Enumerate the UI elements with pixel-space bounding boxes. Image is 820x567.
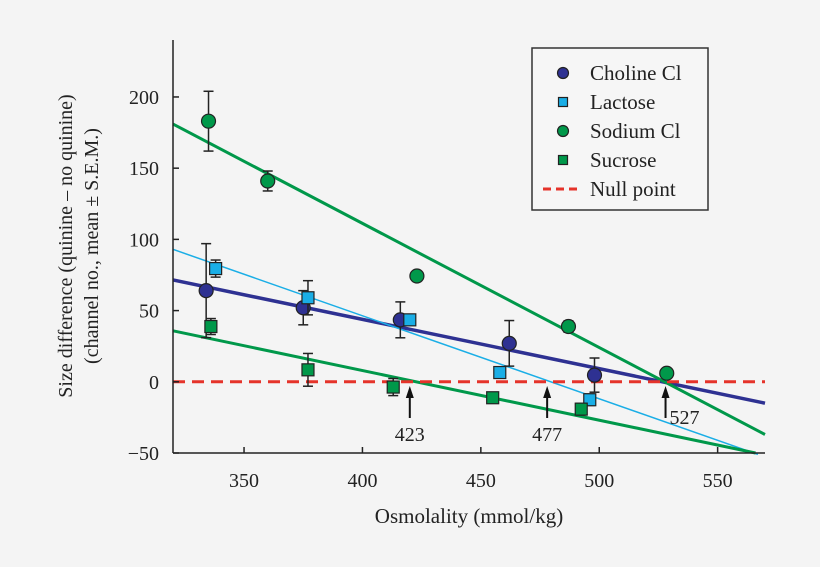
sucrose-point	[204, 319, 218, 334]
x-axis-label: Osmolality (mmol/kg)	[375, 504, 563, 528]
legend-marker-sucrose	[557, 154, 569, 166]
lactose-point	[403, 313, 417, 327]
choline-cl-point	[198, 283, 214, 299]
sodium-cl-point	[560, 318, 577, 335]
sodium-cl-point	[260, 173, 276, 189]
arrow-head-icon	[543, 386, 552, 398]
null-point-label: 477	[532, 424, 562, 446]
x-tick-label: 400	[347, 470, 377, 492]
x-tick-label: 500	[584, 470, 614, 492]
sucrose-point	[574, 402, 588, 416]
sucrose-fit-line	[172, 329, 756, 455]
sucrose-point	[386, 380, 400, 394]
sodium-cl-point	[200, 113, 217, 129]
sodium-cl-point	[409, 268, 425, 284]
sucrose-point	[486, 391, 500, 405]
choline-cl-point	[501, 335, 517, 351]
legend-marker-choline-cl	[556, 66, 570, 80]
lactose-point	[493, 365, 507, 380]
null-point-label: 527	[670, 407, 700, 429]
choline-cl-fit-line	[172, 278, 766, 405]
legend-label: Lactose	[590, 90, 655, 114]
arrow-head-icon	[661, 386, 670, 398]
y-tick-label: 100	[129, 229, 159, 251]
legend-label: Null point	[590, 177, 676, 201]
null-point-label: 423	[395, 424, 425, 446]
data-points	[198, 90, 675, 416]
legend-marker-lactose	[557, 96, 569, 108]
y-tick-label: 200	[129, 87, 159, 109]
y-tick-label: 50	[139, 301, 159, 323]
annotations: 423 477 527	[395, 386, 700, 446]
arrow-head-icon	[405, 386, 414, 398]
axes: 350 400 450 500 550 −50 0 50 100 150 200	[128, 40, 765, 492]
legend-marker-sodium-cl	[556, 124, 570, 138]
y-tick-label: −50	[128, 443, 159, 465]
legend-label: Sucrose	[590, 148, 657, 172]
y-tick-label: 0	[149, 372, 159, 394]
sucrose-point	[301, 363, 315, 377]
choline-cl-point	[586, 367, 603, 383]
y-axis-label-line2: (channel no., mean ± S.E.M.)	[81, 128, 103, 364]
lactose-fit-line	[172, 248, 759, 456]
y-tick-label: 150	[129, 158, 159, 180]
sodium-cl-point	[659, 365, 675, 381]
x-tick-label: 550	[703, 470, 733, 492]
lactose-point	[301, 291, 315, 305]
legend-label: Sodium Cl	[590, 119, 681, 143]
x-tick-label: 450	[466, 470, 496, 492]
x-tick-label: 350	[229, 470, 259, 492]
lactose-point	[209, 261, 223, 276]
y-axis-label-line1: Size difference (quinine – no quinine)	[55, 94, 77, 397]
legend-label: Choline Cl	[590, 61, 682, 85]
legend: Choline Cl Lactose Sodium Cl Sucrose Null po…	[531, 47, 709, 211]
